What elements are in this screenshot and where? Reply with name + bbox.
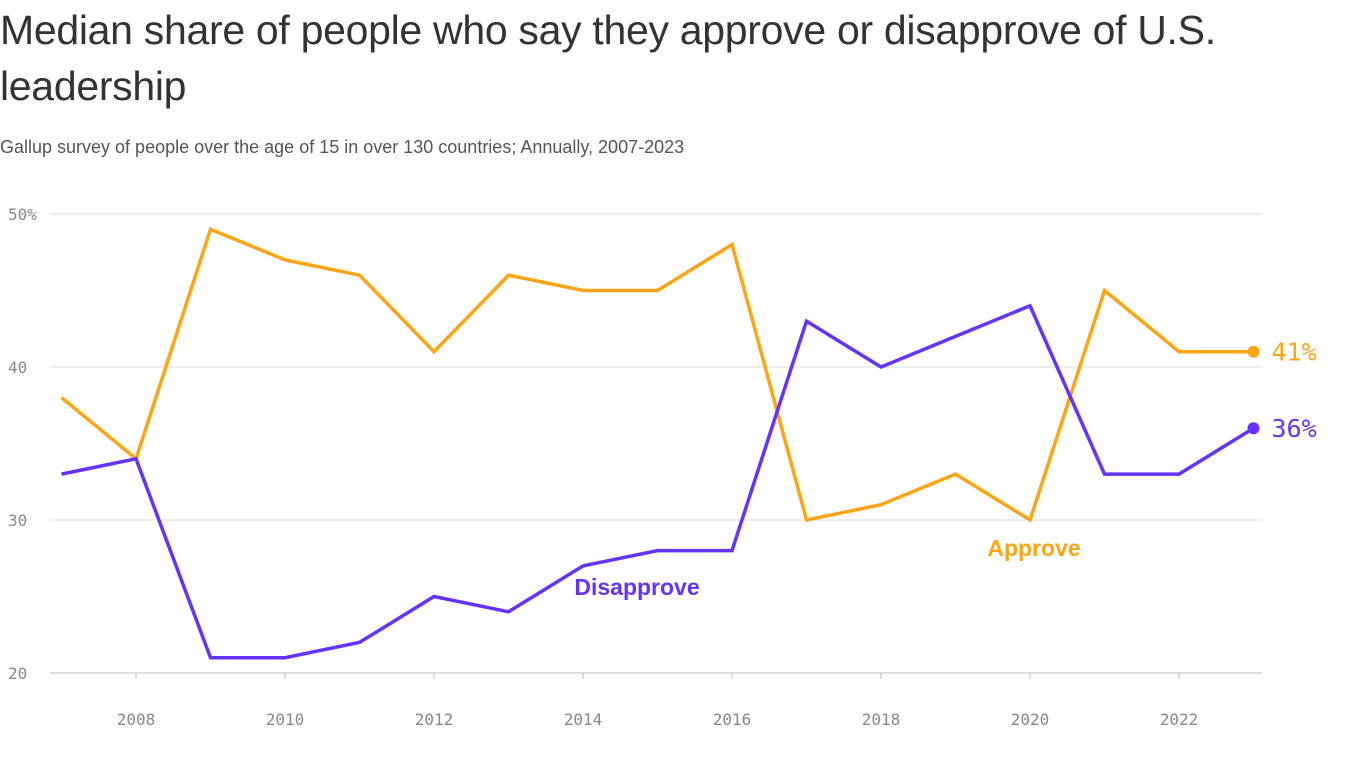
x-tick-label: 2020 [1011, 710, 1050, 729]
x-tick-label: 2008 [117, 710, 156, 729]
x-tick-label: 2018 [862, 710, 901, 729]
y-tick-label: 40 [8, 358, 27, 377]
end-point-marker [1247, 422, 1260, 435]
y-tick-label: 30 [8, 511, 27, 530]
y-tick-label: 50% [8, 205, 37, 224]
y-tick-label: 20 [8, 664, 27, 683]
x-tick-label: 2016 [713, 710, 752, 729]
series-line-disapprove [61, 303, 1255, 660]
x-tick-label: 2014 [564, 710, 603, 729]
series-label: Disapprove [574, 574, 699, 600]
end-point-marker [1247, 345, 1260, 358]
end-value-label: 41% [1272, 338, 1317, 367]
chart-title: Median share of people who say they appr… [0, 7, 1216, 109]
series-line-approve [60, 226, 1254, 523]
end-value-label: 36% [1272, 414, 1317, 443]
x-tick-label: 2022 [1160, 710, 1199, 729]
x-tick-label: 2012 [415, 710, 454, 729]
chart-subtitle: Gallup survey of people over the age of … [0, 137, 685, 157]
series-label: Approve [987, 535, 1080, 561]
x-tick-label: 2010 [266, 710, 305, 729]
